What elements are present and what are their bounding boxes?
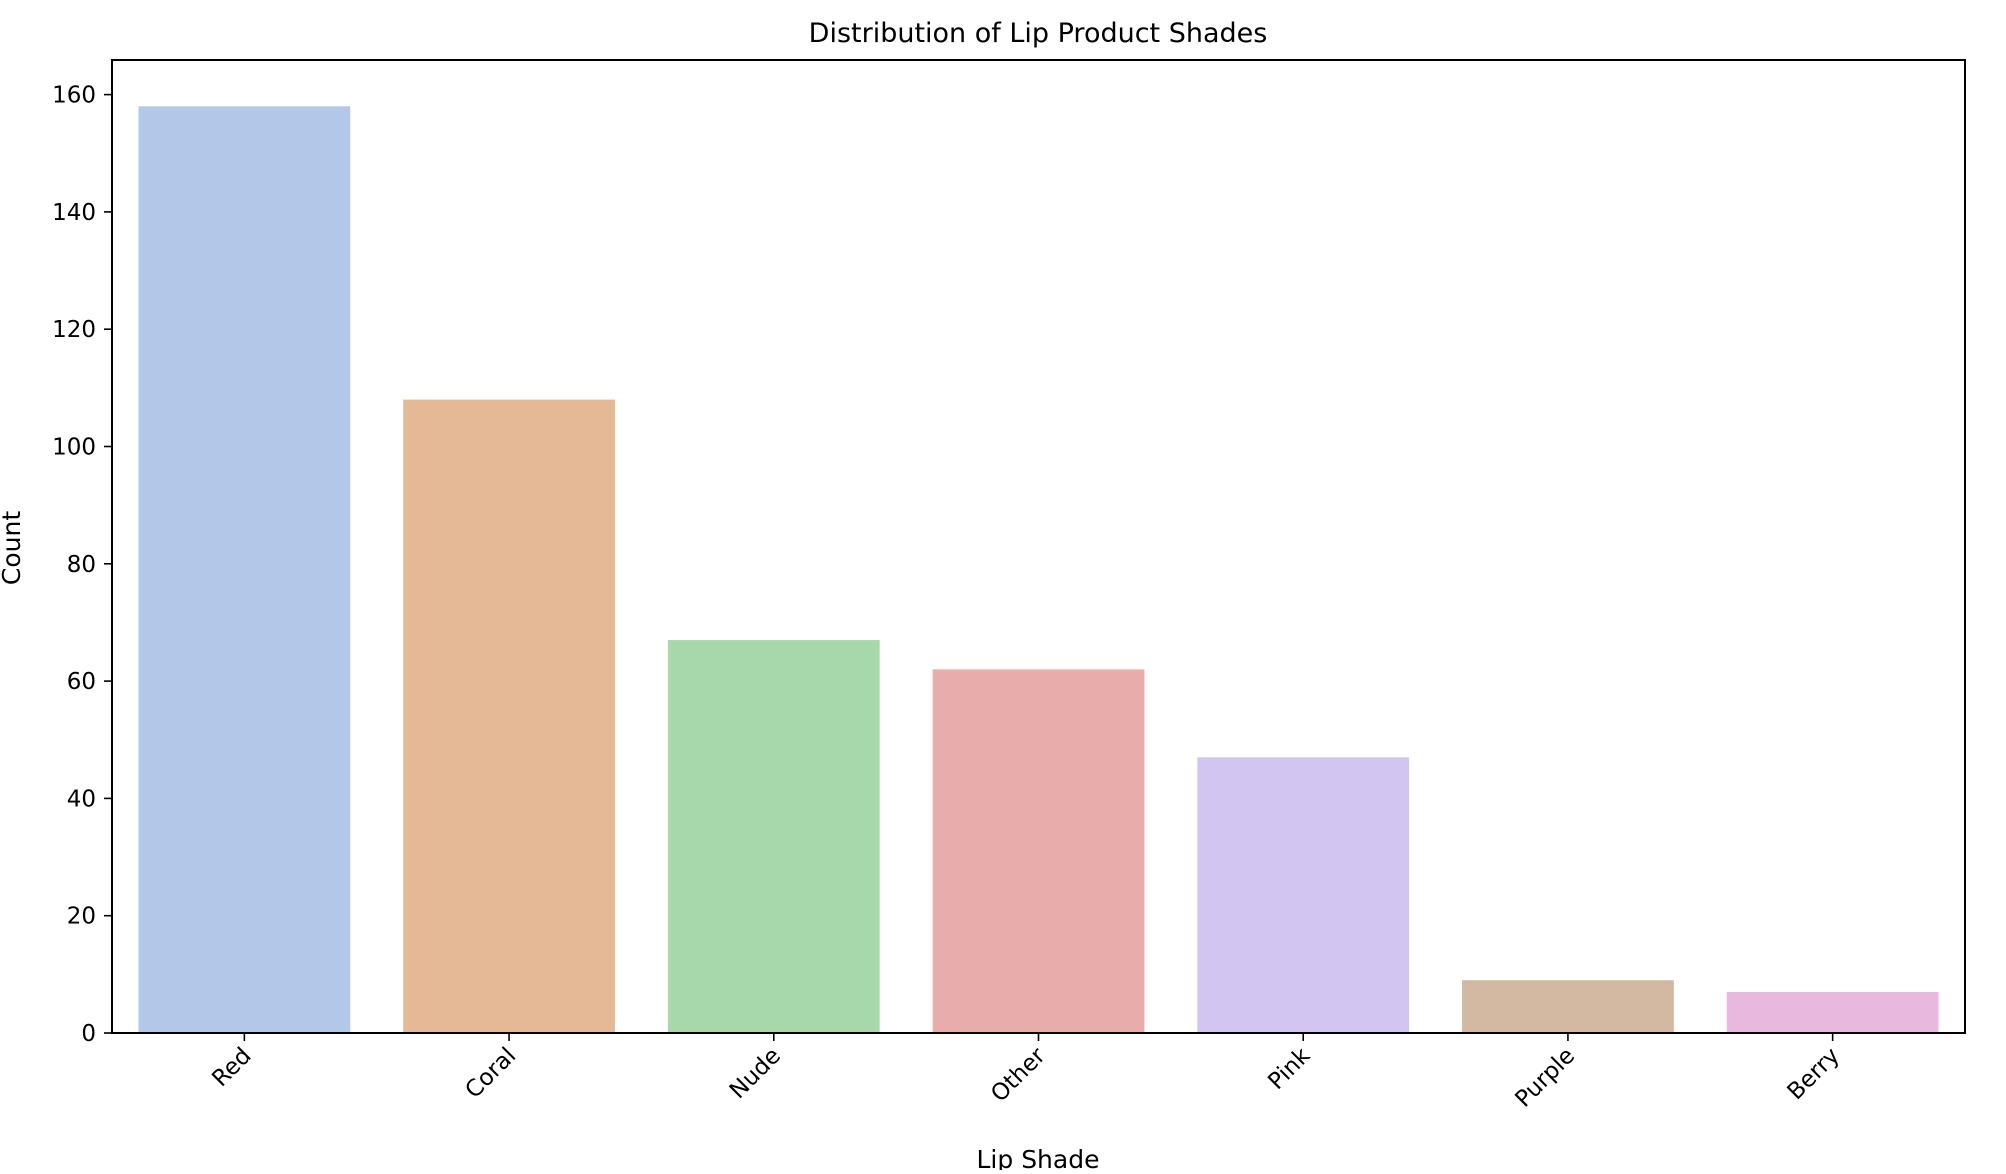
x-axis-label: Lip Shade [977, 1145, 1100, 1170]
y-tick-label: 20 [67, 904, 96, 930]
x-tick-label: Purple [1510, 1043, 1580, 1113]
chart-title: Distribution of Lip Product Shades [809, 18, 1268, 49]
bars-group [138, 106, 1939, 1034]
bar-purple [1462, 980, 1674, 1033]
bar-berry [1726, 991, 1939, 1033]
y-tick-label: 60 [67, 669, 96, 695]
y-axis: 0 20 40 60 80 100 120 140 160 [52, 83, 112, 1047]
x-tick-label: Coral [460, 1043, 521, 1104]
bar-nude [667, 640, 880, 1033]
x-tick-label: Other [986, 1042, 1051, 1107]
bar-pink [1197, 757, 1410, 1033]
bar-coral [403, 399, 615, 1033]
x-axis: Red Coral Nude Other Pink Purple Berry [207, 1033, 1845, 1113]
plot-frame [111, 59, 1966, 1034]
y-tick-label: 0 [81, 1021, 96, 1047]
y-tick-label: 80 [67, 552, 96, 578]
y-tick-label: 120 [52, 317, 96, 343]
y-tick-label: 140 [52, 200, 96, 226]
bar-other [932, 669, 1145, 1033]
y-tick-label: 40 [67, 786, 96, 812]
y-tick-label: 100 [52, 435, 96, 461]
y-axis-label: Count [0, 511, 26, 585]
bar-red [138, 106, 351, 1034]
x-tick-label: Pink [1263, 1042, 1316, 1095]
y-tick-label: 160 [52, 83, 96, 109]
x-tick-label: Red [207, 1043, 256, 1092]
x-tick-label: Nude [725, 1043, 786, 1104]
x-tick-label: Berry [1783, 1043, 1845, 1105]
